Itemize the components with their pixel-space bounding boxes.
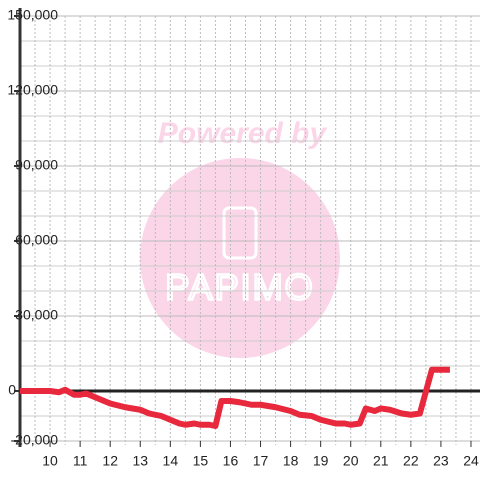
x-tick-label: 11 bbox=[73, 453, 88, 469]
x-tick-label: 17 bbox=[253, 453, 269, 469]
watermark-phone bbox=[222, 206, 258, 260]
x-tick-label: 14 bbox=[163, 453, 179, 469]
y-tick-label: 30,000 bbox=[15, 307, 58, 323]
x-tick-label: 22 bbox=[403, 453, 419, 469]
watermark: Powered by PAPIMO bbox=[140, 117, 340, 358]
watermark-logo: PAPIMO bbox=[165, 267, 314, 308]
y-tick-label: 60,000 bbox=[15, 232, 58, 248]
x-tick-label: 13 bbox=[132, 453, 148, 469]
y-tick-label: -20,000 bbox=[11, 432, 59, 448]
watermark-text: Powered by bbox=[158, 117, 328, 150]
x-tick-label: 19 bbox=[313, 453, 329, 469]
data-line bbox=[20, 366, 450, 429]
x-tick-label: 24 bbox=[463, 453, 479, 469]
y-tick-label: 0 bbox=[8, 382, 16, 398]
x-tick-label: 18 bbox=[283, 453, 299, 469]
y-tick-label: 150,000 bbox=[7, 7, 58, 23]
x-tick-label: 21 bbox=[373, 453, 389, 469]
x-tick-label: 15 bbox=[193, 453, 209, 469]
x-tick-label: 12 bbox=[102, 453, 118, 469]
y-tick-label: 120,000 bbox=[7, 82, 58, 98]
x-tick-label: 10 bbox=[42, 453, 58, 469]
x-tick-label: 23 bbox=[433, 453, 449, 469]
x-tick-label: 20 bbox=[343, 453, 359, 469]
x-tick-label: 16 bbox=[223, 453, 239, 469]
y-tick-label: 90,000 bbox=[15, 157, 58, 173]
